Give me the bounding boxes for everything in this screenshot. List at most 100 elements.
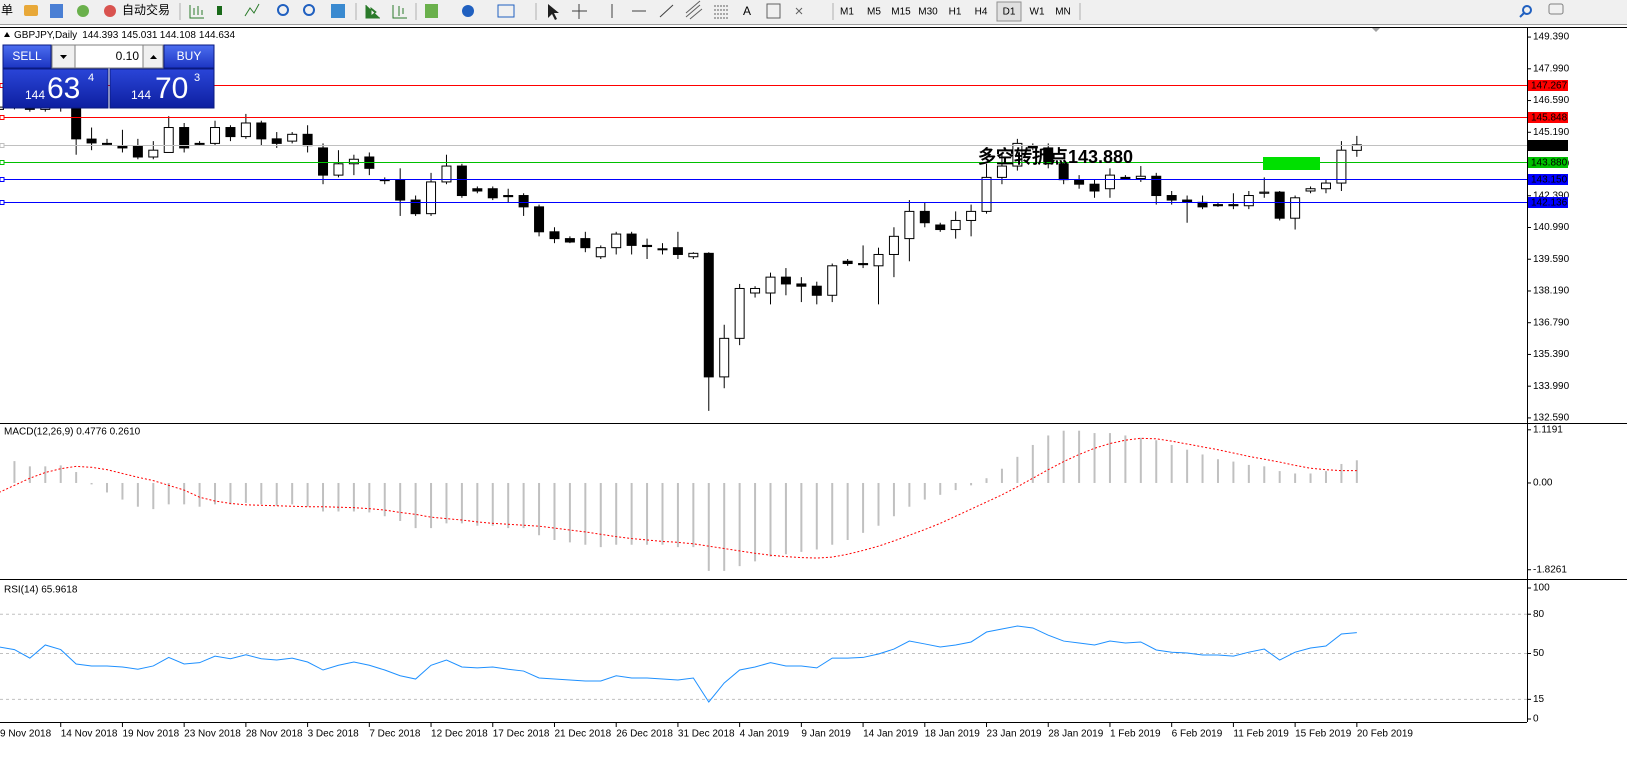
menu-item[interactable]: 单	[1, 3, 13, 17]
candle-body	[750, 287, 761, 294]
icon[interactable]	[277, 4, 289, 16]
icon[interactable]	[766, 3, 781, 19]
candle-body	[518, 195, 529, 208]
icon[interactable]	[365, 5, 380, 19]
x-tick-label: 9 Nov 2018	[0, 729, 52, 740]
sell-label[interactable]: SELL	[12, 49, 42, 63]
x-tick-label: 17 Dec 2018	[493, 729, 550, 740]
icon[interactable]	[462, 5, 474, 17]
icon[interactable]	[244, 3, 260, 17]
price-label-bg	[1528, 80, 1568, 91]
candle-body	[626, 233, 637, 246]
icon[interactable]	[392, 5, 407, 19]
candle-body	[950, 219, 961, 231]
text-tool[interactable]: A	[743, 4, 751, 18]
icon[interactable]	[189, 5, 204, 19]
timeframe-button[interactable]: M30	[918, 7, 938, 18]
candle-body	[1305, 188, 1316, 192]
marker-box	[1263, 157, 1320, 170]
icon[interactable]	[659, 4, 674, 18]
icon[interactable]	[497, 4, 515, 18]
x-tick-label: 23 Nov 2018	[184, 729, 241, 740]
y-tick-label: 0	[1533, 714, 1539, 725]
x-tick-label: 19 Nov 2018	[122, 729, 179, 740]
candle-body	[503, 195, 514, 198]
x-tick-label: 14 Nov 2018	[61, 729, 118, 740]
price-label: 143.880	[1531, 158, 1568, 169]
icon[interactable]	[572, 4, 587, 19]
candle-body	[719, 337, 730, 378]
timeframe-button[interactable]: M1	[840, 7, 854, 18]
x-tick-label: 26 Dec 2018	[616, 729, 673, 740]
candle-body	[996, 165, 1007, 178]
icon[interactable]	[714, 5, 728, 19]
icon[interactable]	[331, 4, 345, 18]
timeframe-active	[996, 1, 1022, 22]
shift-marker	[1372, 28, 1380, 32]
candle-body	[580, 238, 591, 249]
x-tick-label: 12 Dec 2018	[431, 729, 488, 740]
candle-body	[981, 176, 992, 212]
bid-box[interactable]	[2, 68, 109, 109]
candle-body	[1104, 174, 1115, 190]
buy-button[interactable]	[163, 44, 215, 69]
candle-body	[1320, 182, 1331, 190]
y-tick-label: 145.190	[1533, 127, 1570, 138]
candle-body	[796, 283, 807, 287]
chat-icon[interactable]	[1548, 3, 1564, 15]
candle-body	[333, 163, 344, 176]
candle-body	[179, 127, 190, 149]
x-tick-label: 1 Feb 2019	[1110, 729, 1161, 740]
sell-button[interactable]	[2, 44, 52, 69]
ask-box[interactable]	[109, 68, 215, 109]
lots-value[interactable]: 0.10	[116, 49, 140, 63]
candle-body	[441, 165, 452, 183]
header-low: 144.108	[160, 30, 197, 41]
search-icon[interactable]	[1522, 5, 1532, 15]
candle-body	[348, 158, 359, 165]
candle-body	[657, 248, 668, 251]
candle-body	[86, 138, 97, 144]
x-tick-label: 18 Jan 2019	[925, 729, 980, 740]
candle-body	[688, 252, 699, 258]
x-tick-label: 28 Nov 2018	[246, 729, 303, 740]
timeframe-button[interactable]: MN	[1055, 7, 1071, 18]
icon[interactable]	[548, 4, 559, 20]
macd-title: MACD(12,26,9) 0.4776 0.2610	[4, 427, 141, 438]
y-tick-label: 15	[1533, 694, 1545, 705]
icon[interactable]	[795, 7, 803, 15]
timeframe-button[interactable]: W1	[1030, 7, 1045, 18]
header-high: 145.031	[121, 30, 158, 41]
price-label: 142.136	[1531, 198, 1568, 209]
x-tick-label: 9 Jan 2019	[801, 729, 851, 740]
timeframe-button[interactable]: H1	[949, 7, 962, 18]
candle-body	[919, 210, 930, 224]
timeframe-button[interactable]: D1	[1003, 7, 1016, 18]
icon[interactable]	[50, 4, 63, 18]
candle-body	[1182, 199, 1193, 203]
icon[interactable]	[217, 6, 222, 15]
ask-sup: 3	[194, 72, 200, 84]
buy-label[interactable]: BUY	[177, 49, 202, 63]
x-tick-label: 6 Feb 2019	[1172, 729, 1223, 740]
timeframe-button[interactable]: H4	[975, 7, 988, 18]
timeframe-button[interactable]: M5	[867, 7, 881, 18]
auto-trade[interactable]: 自动交易	[122, 2, 170, 17]
search-icon[interactable]	[1519, 12, 1525, 18]
icon[interactable]	[77, 5, 89, 17]
icon[interactable]	[303, 4, 315, 16]
icon[interactable]	[24, 5, 38, 16]
timeframe-button[interactable]: M15	[891, 7, 911, 18]
y-tick-label: 149.390	[1533, 32, 1570, 43]
candle-body	[966, 210, 977, 221]
symbol-title: GBPJPY,Daily	[14, 30, 77, 41]
candle-body	[472, 188, 483, 192]
icon[interactable]	[685, 0, 703, 20]
annotation: 多空转折点143.880	[978, 146, 1133, 167]
icon[interactable]	[425, 4, 438, 18]
y-tick-label: 80	[1533, 609, 1545, 620]
candle-body	[765, 276, 776, 294]
header-close: 144.634	[199, 30, 236, 41]
icon[interactable]	[104, 5, 116, 17]
candle-body	[410, 199, 421, 215]
